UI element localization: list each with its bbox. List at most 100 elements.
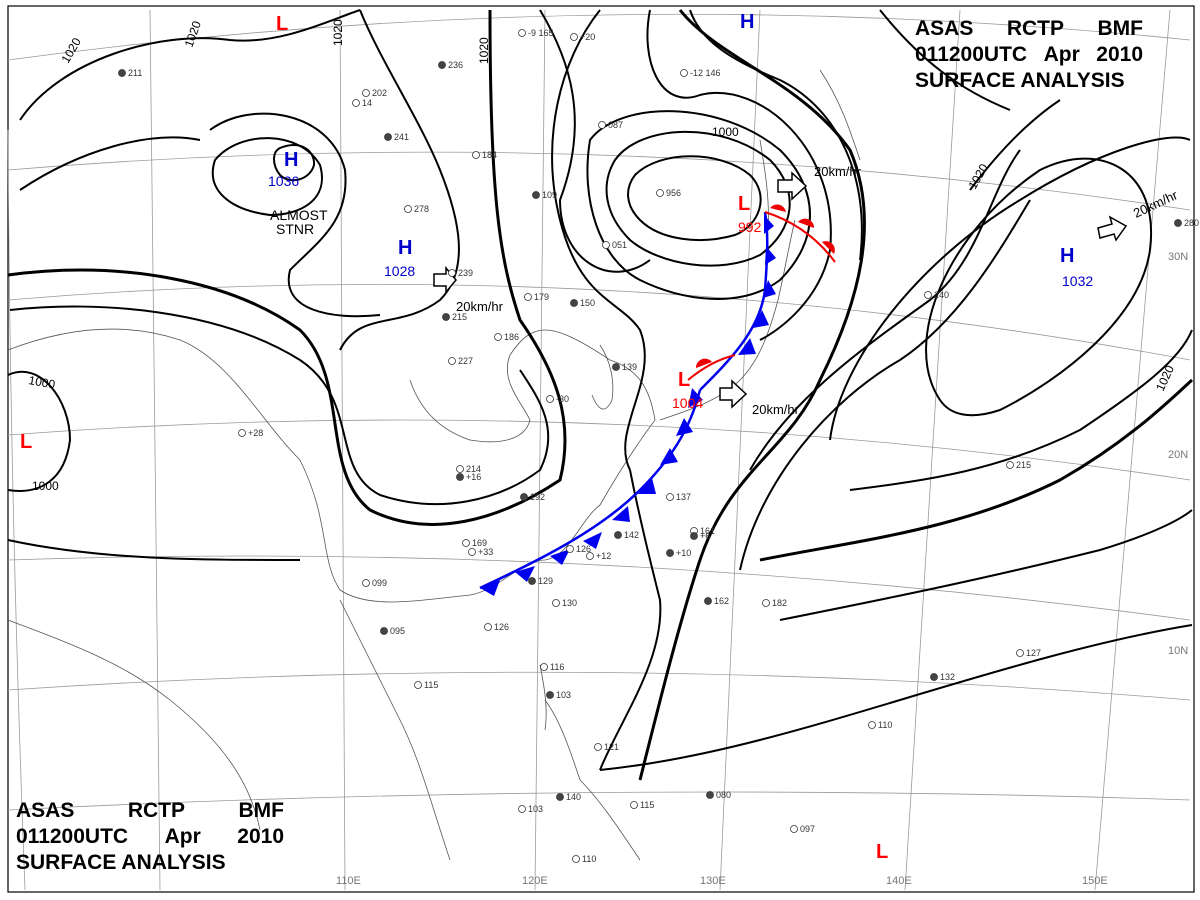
isobar-line: [7, 9, 567, 526]
warm-front: [687, 204, 836, 381]
station-symbol-icon: [352, 99, 360, 107]
station-symbol-icon: [448, 357, 456, 365]
meridian-line: [7, 129, 26, 891]
station-symbol-icon: [930, 673, 938, 681]
station-symbol-icon: [484, 623, 492, 631]
title-line-2: 011200UTC Apr 2010: [16, 824, 284, 850]
station-symbol-icon: [614, 531, 622, 539]
isobar-line: [599, 469, 662, 771]
station-observation: 182: [772, 598, 787, 608]
station-observation: -12 146: [690, 68, 721, 78]
low-center-value: 992: [738, 219, 762, 235]
isobar-line: [211, 137, 323, 217]
cold-front-barbs: [480, 215, 776, 596]
station-observation: 278: [414, 204, 429, 214]
longitude-label: 110E: [336, 875, 361, 887]
station-symbol-icon: [546, 395, 554, 403]
station-observation: -30: [556, 394, 569, 404]
station-symbol-icon: [456, 473, 464, 481]
coastline-india: [7, 619, 261, 831]
station-observation: 110: [878, 720, 892, 730]
parallel-line: [7, 283, 1191, 361]
station-observation: 215: [1016, 460, 1031, 470]
station-observation: 211: [128, 68, 142, 78]
title-line-1: ASAS RCTP BMF: [16, 798, 284, 824]
station-observation: 109: [542, 190, 557, 200]
station-observation: 132: [940, 672, 955, 682]
longitude-label: 130E: [700, 875, 726, 887]
motion-label: 20km/hr: [1131, 187, 1181, 221]
station-observation: 215: [452, 312, 467, 322]
station-observation: 139: [622, 362, 637, 372]
station-observation: 14: [362, 98, 372, 108]
isobar-line: [209, 112, 381, 318]
station-observation: 169: [472, 538, 487, 548]
station-symbol-icon: [570, 299, 578, 307]
title-line-3: SURFACE ANALYSIS: [915, 69, 1125, 92]
motion-arrow-icon: [777, 171, 808, 201]
station-symbol-icon: [404, 205, 412, 213]
station-symbol-icon: [594, 743, 602, 751]
station-symbol-icon: [790, 825, 798, 833]
station-observation: 140: [566, 792, 581, 802]
station-symbol-icon: [924, 291, 932, 299]
isobar-line: [19, 136, 201, 191]
station-observation: 137: [676, 492, 691, 502]
meridian-line: [149, 9, 161, 891]
low-center: L: [876, 841, 888, 863]
motion-arrow-icon: [719, 379, 748, 409]
low-center: L: [20, 431, 32, 453]
station-symbol-icon: [566, 545, 574, 553]
stationary-note: ALMOST: [270, 207, 328, 223]
warm-front-line: [687, 354, 736, 381]
station-symbol-icon: [494, 333, 502, 341]
station-symbol-icon: [546, 691, 554, 699]
isobar-label: 1020: [477, 37, 491, 64]
station-observation: +28: [248, 428, 263, 438]
station-observation: 126: [576, 544, 591, 554]
station-observation: 051: [612, 240, 627, 250]
latitude-label: 10N: [1168, 645, 1188, 657]
high-center-value: 1036: [268, 173, 299, 189]
title-station: RCTP: [1006, 17, 1065, 40]
station-observation: 115: [424, 680, 438, 690]
station-observation: 227: [458, 356, 473, 366]
station-symbol-icon: [586, 552, 594, 560]
station-symbol-icon: [118, 69, 126, 77]
high-center-value: 1032: [1062, 273, 1093, 289]
title-station: RCTP: [127, 799, 186, 822]
station-observation: 202: [372, 88, 387, 98]
title-line-3: SURFACE ANALYSIS: [16, 851, 226, 874]
station-observation: 116: [550, 662, 564, 672]
station-symbol-icon: [1016, 649, 1024, 657]
isobar-line: [586, 110, 811, 300]
isobar-line: [539, 9, 651, 273]
station-observation: 129: [538, 576, 553, 586]
station-symbol-icon: [414, 681, 422, 689]
title-time: 011200UTC: [16, 825, 129, 848]
station-symbol-icon: [524, 293, 532, 301]
station-symbol-icon: [438, 61, 446, 69]
isobar-label: 1000: [32, 479, 59, 493]
high-center: H: [284, 149, 298, 171]
low-center: L: [678, 369, 690, 391]
isobar-line: [969, 99, 1061, 191]
station-observation: 236: [448, 60, 463, 70]
isobar-label: 1020: [58, 35, 84, 65]
title-month: Apr: [1043, 43, 1080, 66]
warm-front-bump: [695, 358, 712, 368]
station-symbol-icon: [598, 121, 606, 129]
station-symbol-icon: [520, 493, 528, 501]
station-symbol-icon: [706, 791, 714, 799]
pressure-centers: H 1036 H 1028 H 1032 H L 992 L 1004 L L …: [20, 11, 1093, 863]
station-observation: 956: [666, 188, 681, 198]
station-symbol-icon: [868, 721, 876, 729]
station-symbol-icon: [690, 532, 698, 540]
motion-label: 20km/hr: [814, 164, 862, 179]
parallel-line: [7, 555, 1191, 621]
station-observation: 103: [556, 690, 571, 700]
station-observation: 110: [582, 854, 596, 864]
coastlines: [7, 69, 861, 861]
longitude-label: 120E: [522, 875, 548, 887]
